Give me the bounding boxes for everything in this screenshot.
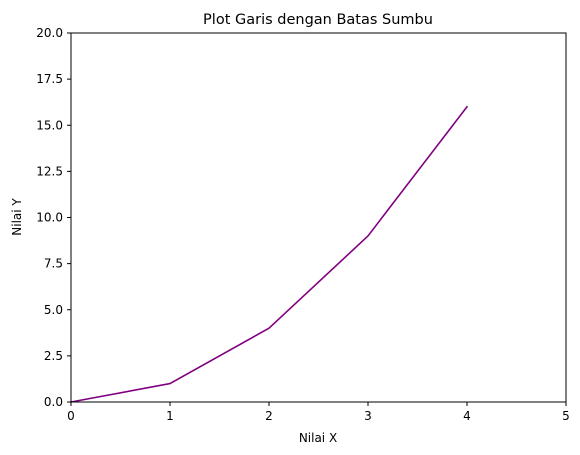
- x-tick-label: 0: [67, 409, 75, 423]
- series-line-0: [70, 105, 469, 403]
- y-tick-label: 7.5: [44, 257, 63, 271]
- y-tick-label: 17.5: [36, 72, 63, 86]
- x-tick-label: 1: [166, 409, 174, 423]
- x-tick-label: 5: [562, 409, 570, 423]
- y-tick-label: 20.0: [36, 26, 63, 40]
- plot-frame: [70, 32, 567, 403]
- x-tick-label: 3: [364, 409, 372, 423]
- x-tick-label: 2: [265, 409, 273, 423]
- y-tick-label: 0.0: [44, 395, 63, 409]
- y-tick-label: 15.0: [36, 118, 63, 132]
- y-tick-label: 5.0: [44, 303, 63, 317]
- chart-title: Plot Garis dengan Batas Sumbu: [203, 12, 433, 28]
- y-tick-label: 2.5: [44, 349, 63, 363]
- plot-area: 0 1 2 3 4 5 0.0 2.5 5.0 7.5 10.0 12.5 15.0 17.5 20.0: [36, 26, 570, 423]
- y-tick-label: 12.5: [36, 164, 63, 178]
- y-axis-label: Nilai Y: [10, 198, 24, 236]
- x-tick-label: 4: [463, 409, 471, 423]
- x-axis-label: Nilai X: [299, 431, 337, 445]
- y-tick-label: 10.0: [36, 211, 63, 225]
